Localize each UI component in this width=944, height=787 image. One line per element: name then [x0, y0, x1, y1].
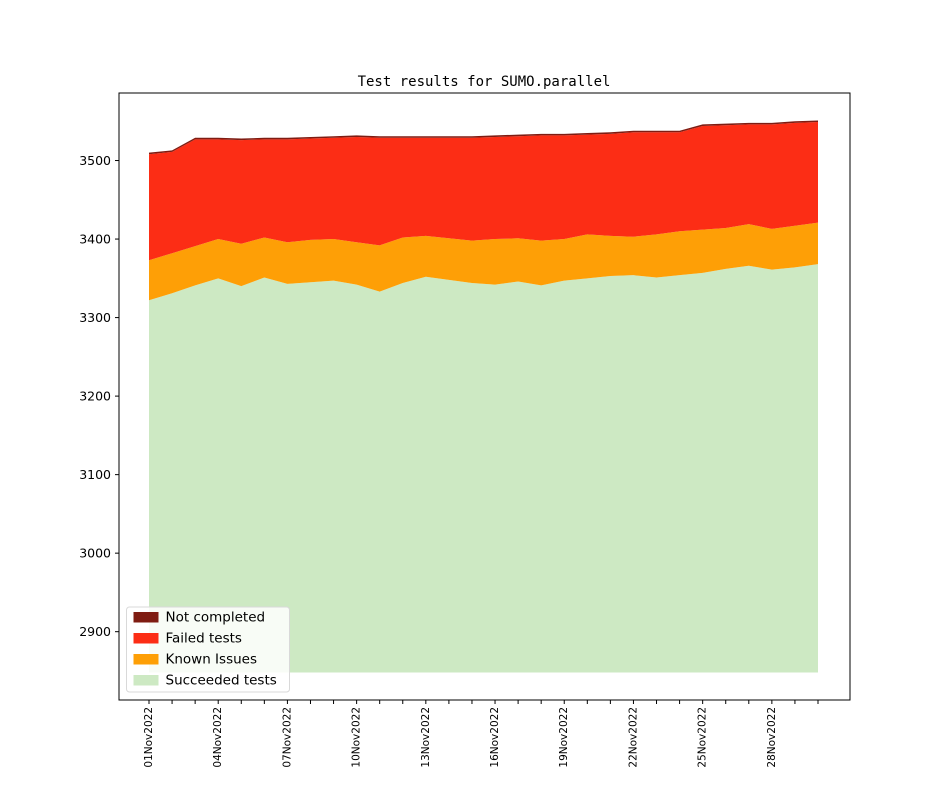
- y-tick-label: 3300: [79, 310, 111, 325]
- x-tick-label: 28Nov2022: [766, 707, 778, 768]
- plot-frame: [118, 92, 851, 701]
- x-tick-label: 07Nov2022: [281, 707, 293, 768]
- y-tick-label: 2900: [79, 624, 111, 639]
- area-succeeded-tests: [149, 264, 818, 673]
- area-known-issues: [149, 222, 818, 301]
- legend-swatch-not-completed: [133, 612, 159, 623]
- y-tick-label: 3100: [79, 467, 111, 482]
- legend-swatch-failed-tests: [133, 633, 159, 644]
- legend-label: Known Issues: [166, 652, 258, 668]
- x-tick-label: 13Nov2022: [420, 707, 432, 768]
- legend-swatch-known-issues: [133, 654, 159, 665]
- legend: Not completed Failed tests Known Issues Suc…: [126, 606, 290, 693]
- x-tick-label: 22Nov2022: [627, 707, 639, 768]
- stacked-areas: [149, 120, 818, 673]
- y-tick-label: 3200: [79, 389, 111, 404]
- y-tick-label: 3000: [79, 546, 111, 561]
- legend-box: [126, 606, 290, 693]
- chart-title: Test results for SUMO.parallel: [358, 74, 611, 90]
- x-tick-label: 25Nov2022: [697, 707, 709, 768]
- x-tick-label: 19Nov2022: [558, 707, 570, 768]
- y-tick-label: 3400: [79, 232, 111, 247]
- legend-label: Not completed: [166, 610, 266, 626]
- x-tick-label: 04Nov2022: [212, 707, 224, 768]
- area-not-completed: [149, 120, 818, 155]
- legend-label: Failed tests: [166, 631, 242, 647]
- legend-label: Succeeded tests: [166, 673, 277, 689]
- area-failed-tests: [149, 122, 818, 261]
- x-axis: 01Nov2022 04Nov2022 07Nov2022 10Nov2022 13No…: [143, 700, 819, 768]
- y-tick-label: 3500: [79, 153, 111, 168]
- y-axis: 2900 3000 3100 3200 3300 3400 3500: [79, 153, 119, 639]
- x-tick-label: 01Nov2022: [143, 707, 155, 768]
- legend-swatch-succeeded-tests: [133, 675, 159, 686]
- x-tick-label: 10Nov2022: [351, 707, 363, 768]
- x-tick-label: 16Nov2022: [489, 707, 501, 768]
